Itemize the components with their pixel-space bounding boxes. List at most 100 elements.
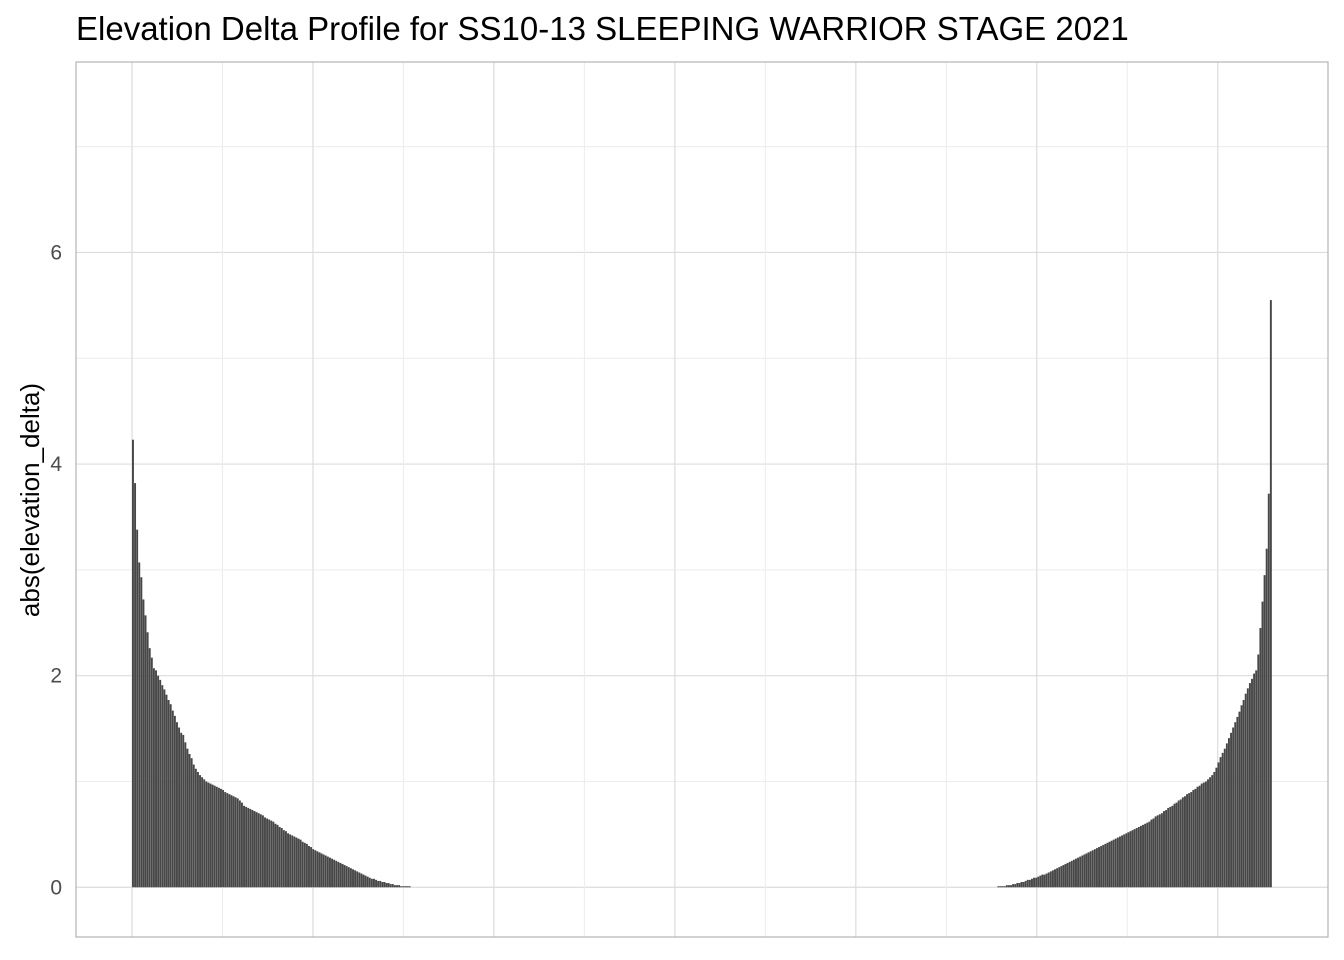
bar (1121, 835, 1124, 888)
bar (205, 781, 208, 888)
bar (207, 782, 210, 888)
bar (999, 886, 1002, 888)
bar (138, 562, 141, 888)
bar (1242, 700, 1245, 888)
bar (249, 808, 252, 888)
bar (1198, 785, 1201, 888)
bar (308, 846, 310, 888)
bar (1041, 874, 1044, 888)
bar (1209, 777, 1212, 888)
bar (1039, 875, 1042, 888)
bar (282, 830, 285, 888)
bar (322, 854, 325, 888)
bar (1230, 732, 1233, 888)
bar (1098, 847, 1100, 888)
bar (1160, 813, 1163, 888)
bar (146, 632, 149, 888)
bar (375, 879, 378, 888)
bar (1139, 825, 1142, 888)
bar (178, 727, 181, 888)
bar (1165, 810, 1168, 888)
bar (1014, 884, 1017, 888)
bar (1265, 548, 1268, 888)
bar (358, 872, 361, 888)
bar (1244, 693, 1247, 888)
bar (1202, 782, 1205, 888)
bar (400, 886, 403, 888)
bar (1127, 832, 1130, 888)
bar (157, 675, 160, 888)
bar (360, 873, 363, 888)
bar (387, 883, 390, 888)
bar (136, 529, 139, 888)
bar (1064, 864, 1067, 888)
bar (253, 811, 256, 888)
bar (140, 577, 143, 888)
bar (1047, 872, 1050, 888)
bar (1028, 879, 1031, 888)
bar (352, 869, 354, 888)
bar (343, 865, 346, 888)
bar (1045, 873, 1048, 888)
bar (1148, 821, 1151, 888)
bar (1217, 762, 1220, 888)
bar (274, 823, 277, 888)
bar (280, 828, 283, 888)
bar-layer (132, 300, 1272, 888)
bar (303, 842, 306, 888)
bar (1236, 716, 1239, 888)
bar (1089, 851, 1092, 888)
bar (259, 814, 262, 888)
bar (211, 784, 214, 888)
bar (245, 806, 248, 888)
bar (159, 679, 162, 888)
bar (1016, 883, 1019, 888)
bar (1033, 877, 1036, 888)
bar (1194, 788, 1197, 888)
bar (1158, 814, 1161, 888)
bar (220, 788, 222, 888)
bar (171, 710, 174, 888)
bar (299, 839, 302, 888)
bar (1081, 855, 1084, 888)
bar (1267, 493, 1270, 888)
bar (255, 812, 258, 888)
y-tick-label: 2 (50, 665, 62, 688)
bar (1259, 628, 1262, 888)
bar (1024, 880, 1027, 888)
bar (144, 615, 147, 888)
bar (215, 786, 218, 888)
bar (152, 668, 155, 888)
bar (236, 798, 239, 888)
bar (1186, 794, 1189, 888)
bar (1133, 829, 1136, 888)
bar (203, 779, 206, 888)
bar (1022, 881, 1025, 888)
bar (1131, 830, 1134, 888)
bar (301, 841, 304, 888)
bar (1020, 881, 1023, 888)
bar (148, 648, 151, 888)
bar (1100, 846, 1103, 888)
bar (314, 850, 317, 888)
bar (1269, 300, 1272, 888)
bar (1119, 836, 1121, 888)
bar (1001, 886, 1004, 888)
bar (324, 855, 327, 888)
bar (364, 875, 367, 888)
bar (1248, 683, 1251, 888)
bar (1173, 803, 1176, 888)
bar (383, 881, 386, 888)
bar (1163, 811, 1165, 888)
bar (167, 700, 170, 888)
bar (1049, 871, 1052, 888)
bar (1079, 856, 1082, 888)
bar (261, 815, 264, 888)
bar (1146, 822, 1149, 888)
bar (1112, 839, 1115, 888)
bar (1257, 654, 1260, 888)
bar (328, 857, 331, 888)
bar (1246, 688, 1249, 888)
bar (165, 694, 168, 888)
